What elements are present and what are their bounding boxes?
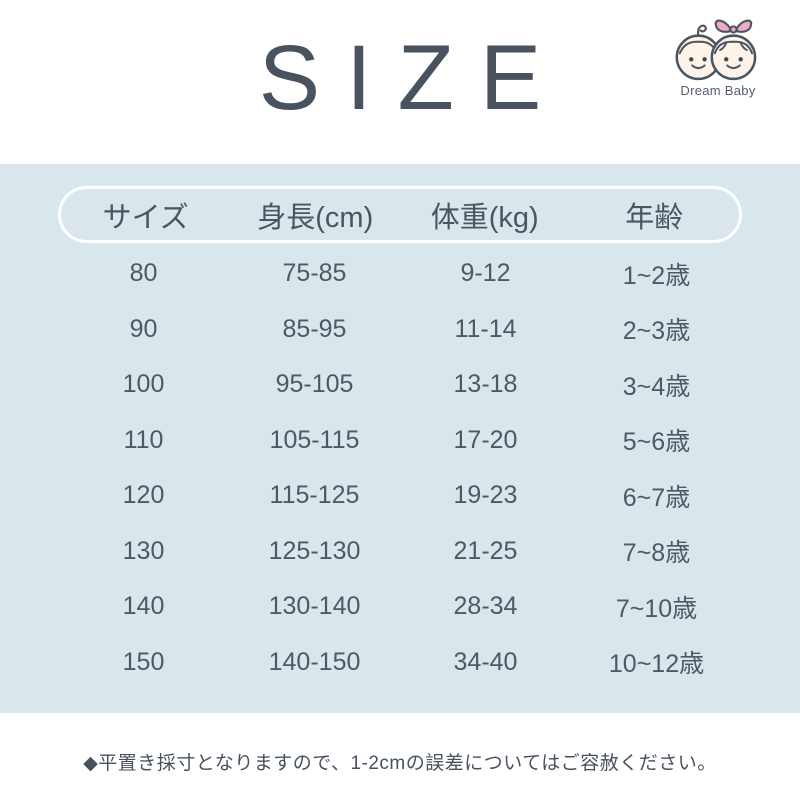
table-row: 130 125-130 21-25 7~8歳 xyxy=(58,524,742,580)
table-row: 110 105-115 17-20 5~6歳 xyxy=(58,413,742,469)
table-cell: 85-95 xyxy=(282,314,347,343)
table-cell: 28-34 xyxy=(453,592,518,621)
table-cell: 7~8歳 xyxy=(622,539,691,568)
table-cell: 19-23 xyxy=(453,481,518,510)
table-cell: 2~3歳 xyxy=(622,317,691,346)
size-table-panel: サイズ 身長(cm) 体重(kg) 年齢 80 75-85 9-12 1~2歳 90 85… xyxy=(0,164,800,713)
table-row: 140 130-140 28-34 7~10歳 xyxy=(58,579,742,635)
size-table-body: 80 75-85 9-12 1~2歳 90 85-95 11-14 2~3歳 100 95-105… xyxy=(58,246,742,690)
measurement-note: ◆平置き採寸となりますので、1-2cmの誤差についてはご容赦ください。 xyxy=(0,713,800,800)
table-cell: 125-130 xyxy=(268,536,361,565)
faces-features xyxy=(689,57,743,62)
table-row: 90 85-95 11-14 2~3歳 xyxy=(58,302,742,358)
table-cell: 140-150 xyxy=(268,647,361,676)
table-header-row: サイズ 身長(cm) 体重(kg) 年齢 xyxy=(58,186,742,243)
table-cell: 5~6歳 xyxy=(622,428,691,457)
dream-baby-logo: Dream Baby xyxy=(666,14,770,98)
column-header-height: 身長(cm) xyxy=(257,201,374,234)
table-cell: 110 xyxy=(123,425,164,454)
table-cell: 130 xyxy=(122,536,165,565)
table-cell: 17-20 xyxy=(453,425,518,454)
column-header-size: サイズ xyxy=(102,201,189,234)
table-cell: 6~7歳 xyxy=(622,483,691,512)
table-cell: 7~10歳 xyxy=(615,594,698,623)
table-cell: 9-12 xyxy=(460,259,511,288)
table-cell: 11-14 xyxy=(454,314,517,343)
table-cell: 75-85 xyxy=(282,259,347,288)
table-cell: 34-40 xyxy=(453,647,518,676)
table-row: 150 140-150 34-40 10~12歳 xyxy=(58,635,742,691)
table-cell: 10~12歳 xyxy=(608,650,705,679)
bow-icon xyxy=(714,19,753,34)
table-cell: 3~4歳 xyxy=(622,372,691,401)
table-cell: 115-125 xyxy=(269,481,360,510)
table-cell: 13-18 xyxy=(453,370,518,399)
table-cell: 95-105 xyxy=(275,370,354,399)
table-row: 100 95-105 13-18 3~4歳 xyxy=(58,357,742,413)
table-cell: 21-25 xyxy=(453,536,518,565)
page-title: SIZE xyxy=(258,27,568,129)
table-cell: 150 xyxy=(122,647,165,676)
table-cell: 120 xyxy=(122,481,165,510)
table-cell: 90 xyxy=(129,314,158,343)
table-cell: 1~2歳 xyxy=(622,261,691,290)
table-cell: 140 xyxy=(122,592,165,621)
babies-faces-icon xyxy=(675,19,757,81)
table-row: 120 115-125 19-23 6~7歳 xyxy=(58,468,742,524)
brand-name: Dream Baby xyxy=(680,83,756,98)
girl-face-icon xyxy=(710,34,757,81)
header-band: SIZE xyxy=(0,0,800,164)
table-cell: 105-115 xyxy=(269,425,360,454)
table-cell: 80 xyxy=(129,259,158,288)
column-header-weight: 体重(kg) xyxy=(430,201,539,234)
table-cell: 130-140 xyxy=(268,592,361,621)
table-row: 80 75-85 9-12 1~2歳 xyxy=(58,246,742,302)
column-header-age: 年齢 xyxy=(625,201,684,234)
table-cell: 100 xyxy=(122,370,165,399)
